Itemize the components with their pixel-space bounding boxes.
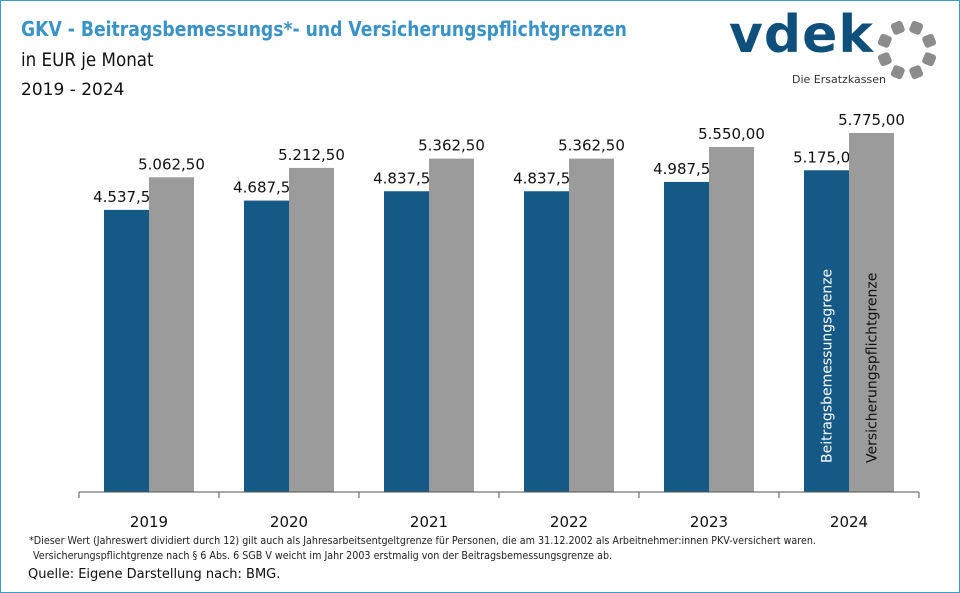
data-label: 5.175,00: [793, 148, 860, 166]
bar-beitragsbemessungsgrenze: [104, 209, 149, 492]
chart-subtitle: in EUR je Monat: [21, 49, 154, 71]
data-label: 5.212,50: [278, 146, 345, 164]
data-label: 4.537,50: [93, 188, 160, 206]
bar-versicherungspflichtgrenze: [149, 177, 194, 492]
x-tick-label: 2024: [830, 513, 868, 531]
x-tick-label: 2023: [690, 513, 728, 531]
data-label: 5.550,00: [698, 125, 765, 143]
logo-ring-segment: [909, 65, 924, 80]
bar-versicherungspflichtgrenze: [429, 158, 474, 492]
x-tick-label: 2022: [550, 513, 588, 531]
chart-period: 2019 - 2024: [21, 80, 125, 100]
bar-beitragsbemessungsgrenze: [664, 181, 709, 492]
logo-ring-segment: [890, 20, 905, 35]
logo-ring-segment: [877, 52, 892, 67]
logo-ring-segment: [909, 20, 924, 35]
data-label: 4.837,50: [373, 169, 440, 187]
logo-ring-icon: [877, 20, 937, 80]
x-tick-label: 2019: [130, 513, 168, 531]
data-label: 4.687,50: [233, 179, 300, 197]
source-note: Quelle: Eigene Darstellung nach: BMG.: [28, 567, 281, 582]
vdek-logo: vdek Die Ersatzkassen: [719, 5, 949, 89]
data-label: 4.987,50: [653, 160, 720, 178]
logo-ring-segment: [877, 33, 892, 48]
bar-beitragsbemessungsgrenze: [524, 191, 569, 492]
data-label: 4.837,50: [513, 169, 580, 187]
bar-beitragsbemessungsgrenze: [384, 191, 429, 492]
bar-versicherungspflichtgrenze: [849, 132, 894, 492]
legend-label-beitragsbemessungsgrenze: Beitragsbemessungsgrenze: [820, 269, 836, 463]
data-label: 5.362,50: [418, 137, 485, 155]
data-label: 5.062,50: [138, 155, 205, 173]
bar-versicherungspflichtgrenze: [289, 167, 334, 493]
bar-versicherungspflichtgrenze: [569, 158, 614, 492]
footnote-line-1: *Dieser Wert (Jahreswert dividiert durch…: [29, 534, 816, 547]
logo-tagline: Die Ersatzkassen: [792, 73, 886, 86]
logo-ring-segment: [922, 52, 937, 67]
logo-wordmark: vdek: [729, 5, 874, 65]
legend-label-versicherungspflichtgrenze: Versicherungspflichtgrenze: [865, 273, 881, 463]
logo-ring-segment: [922, 33, 937, 48]
bar-beitragsbemessungsgrenze: [244, 200, 289, 493]
data-label: 5.362,50: [558, 137, 625, 155]
logo-ring-segment: [890, 65, 905, 80]
bar-chart: 4.537,50 5.062,50 2019 4.687,50 5.212,50 2020…: [78, 111, 920, 531]
x-tick-label: 2020: [270, 513, 308, 531]
chart-title: GKV - Beitragsbemessungs*- und Versicher…: [21, 17, 627, 41]
bar-versicherungspflichtgrenze: [709, 146, 754, 492]
footnote-line-2: Versicherungspflichtgrenze nach § 6 Abs.…: [33, 549, 613, 562]
x-tick-label: 2021: [410, 513, 448, 531]
bar-beitragsbemessungsgrenze: [804, 170, 849, 492]
data-label: 5.775,00: [838, 111, 905, 129]
